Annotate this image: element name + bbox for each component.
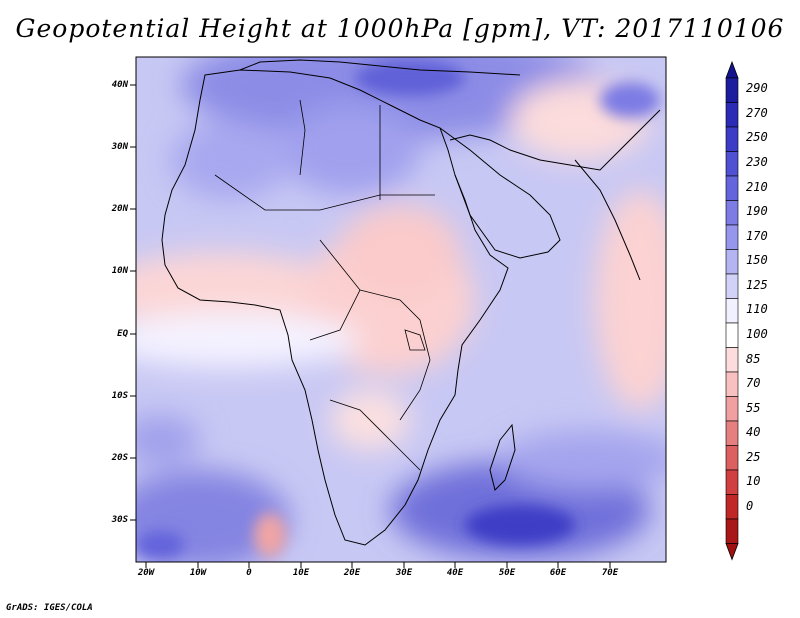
colorbar-segment <box>725 77 739 103</box>
lon-label-10w: 10W <box>189 568 207 578</box>
colorbar-segment <box>725 494 739 520</box>
colorbar-segment <box>725 224 739 250</box>
colorbar-label: 125 <box>746 278 768 292</box>
colorbar-label: 290 <box>746 81 768 95</box>
colorbar-segment <box>725 420 739 446</box>
colorbar-label: 25 <box>746 450 761 464</box>
colorbar-label: 55 <box>746 401 761 415</box>
colorbar-label: 190 <box>746 204 768 218</box>
colorbar-label: 150 <box>746 253 768 267</box>
colorbar-label: 230 <box>746 155 768 169</box>
lat-label-20s: 20S <box>111 453 128 463</box>
lat-label-10n: 10N <box>111 266 128 276</box>
colorbar-segment <box>725 249 739 275</box>
colorbar-label: 250 <box>746 130 768 144</box>
lat-label-30n: 30N <box>111 142 128 152</box>
colorbar-label: 210 <box>746 180 768 194</box>
lat-label-40n: 40N <box>111 80 128 90</box>
colorbar-segment <box>725 469 739 495</box>
lon-label-20w: 20W <box>137 568 155 578</box>
colorbar-label: 40 <box>746 425 761 439</box>
lon-label-60e: 60E <box>549 568 567 578</box>
axis-ticks <box>130 84 611 568</box>
lat-label-30s: 30S <box>111 515 128 525</box>
colorbar-label: 270 <box>746 106 768 120</box>
colorbar-label: 110 <box>746 302 768 316</box>
colorbar-label: 70 <box>746 376 761 390</box>
colorbar-bottom-arrow <box>725 543 739 561</box>
colorbar-segment <box>725 371 739 397</box>
lon-label-0: 0 <box>246 568 252 578</box>
lon-label-70e: 70E <box>601 568 619 578</box>
lat-label-10s: 10S <box>111 391 128 401</box>
colorbar-segment <box>725 445 739 471</box>
colorbar-segment <box>725 518 739 544</box>
height-field <box>136 57 666 562</box>
lat-label-20n: 20N <box>111 204 128 214</box>
colorbar-segment <box>725 347 739 373</box>
plot-frame <box>135 56 667 563</box>
colorbar-segment <box>725 273 739 299</box>
colorbar-segment <box>725 200 739 226</box>
lon-label-10e: 10E <box>292 568 310 578</box>
colorbar-segment <box>725 396 739 422</box>
colorbar-segment <box>725 126 739 152</box>
colorbar-label: 100 <box>746 327 768 341</box>
map-title: Geopotential Height at 1000hPa [gpm], VT… <box>15 14 785 43</box>
lon-label-50e: 50E <box>498 568 516 578</box>
lon-label-30e: 30E <box>395 568 413 578</box>
colorbar-segment <box>725 102 739 128</box>
colorbar <box>725 60 739 561</box>
colorbar-segment <box>725 175 739 201</box>
colorbar-label: 0 <box>746 499 754 513</box>
colorbar-label: 85 <box>746 352 761 366</box>
colorbar-segment <box>725 298 739 324</box>
colorbar-top-arrow <box>725 60 739 79</box>
coastlines <box>161 59 661 546</box>
colorbar-segment <box>725 151 739 177</box>
colorbar-label: 170 <box>746 229 768 243</box>
lat-label-eq: EQ <box>117 329 128 339</box>
lon-label-40e: 40E <box>446 568 464 578</box>
grads-credit: GrADS: IGES/COLA <box>6 603 93 613</box>
colorbar-label: 10 <box>746 474 761 488</box>
lon-label-20e: 20E <box>343 568 361 578</box>
colorbar-segment <box>725 322 739 348</box>
